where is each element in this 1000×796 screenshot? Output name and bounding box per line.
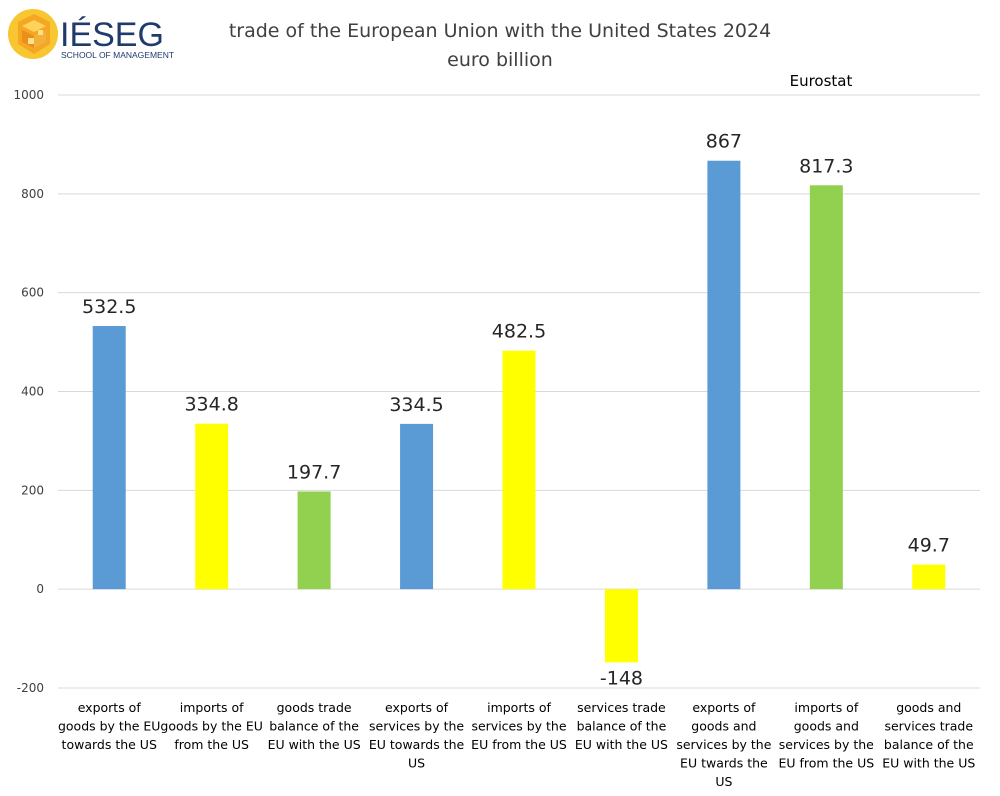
x-category-label: services trade balance of the EU with the … bbox=[575, 700, 668, 752]
source-label: Eurostat bbox=[790, 72, 853, 90]
bar bbox=[400, 423, 434, 590]
x-category-line: imports of bbox=[794, 700, 858, 715]
x-category-line: goods by the EU bbox=[160, 719, 263, 734]
x-category-line: EU from the US bbox=[471, 737, 567, 752]
x-category-line: services by the bbox=[471, 719, 566, 734]
x-category-line: services by the bbox=[676, 737, 771, 752]
bar bbox=[809, 185, 843, 590]
x-category-line: goods and bbox=[896, 700, 961, 715]
chart-subtitle: euro billion bbox=[447, 49, 553, 71]
x-category-line: services by the bbox=[369, 719, 464, 734]
x-category-line: EU from the US bbox=[779, 756, 875, 771]
x-category-line: imports of bbox=[487, 700, 551, 715]
bar bbox=[92, 326, 126, 590]
bar bbox=[297, 491, 331, 590]
x-category-line: balance of the bbox=[269, 719, 359, 734]
y-tick-label: 1000 bbox=[13, 88, 44, 102]
x-category-line: imports of bbox=[180, 700, 244, 715]
x-category-label: exports of services by the EU towards the U… bbox=[369, 700, 465, 771]
x-category-line: balance of the bbox=[884, 737, 974, 752]
x-category-line: services by the bbox=[779, 737, 874, 752]
x-category-line: goods by the EU bbox=[58, 719, 161, 734]
y-tick-label: 400 bbox=[21, 385, 44, 399]
x-category-label: exports of goods and services by the EU twa… bbox=[676, 700, 771, 789]
data-label: 817.3 bbox=[799, 155, 853, 177]
x-category-line: US bbox=[408, 756, 425, 771]
x-category-label: imports of goods by the EU from the US bbox=[160, 700, 263, 752]
x-category-line: goods and bbox=[794, 719, 859, 734]
bar bbox=[502, 350, 536, 590]
data-labels: 532.5 334.8 197.7 334.5 482.5 -148 867 817.3 49.… bbox=[82, 131, 950, 690]
x-category-line: EU towards the bbox=[369, 737, 465, 752]
logo-tagline: SCHOOL OF MANAGEMENT bbox=[61, 50, 174, 60]
ieseg-logo: IÉSEG SCHOOL OF MANAGEMENT bbox=[8, 9, 174, 60]
data-label: 334.8 bbox=[184, 394, 238, 416]
logo-emblem-icon bbox=[8, 9, 58, 59]
x-category-line: balance of the bbox=[577, 719, 667, 734]
x-category-label: imports of services by the EU from the US bbox=[471, 700, 567, 752]
bar bbox=[912, 564, 946, 590]
y-tick-label: 0 bbox=[36, 582, 44, 596]
y-tick-label: -200 bbox=[17, 681, 44, 695]
x-category-line: exports of bbox=[78, 700, 142, 715]
bars bbox=[92, 160, 946, 663]
x-category-label: imports of goods and services by the EU fro… bbox=[779, 700, 875, 771]
bar bbox=[604, 589, 638, 663]
data-label: 197.7 bbox=[287, 461, 341, 483]
x-category-line: towards the US bbox=[62, 737, 157, 752]
x-category-label: goods and services trade balance of the EU … bbox=[882, 700, 975, 771]
y-tick-label: 800 bbox=[21, 187, 44, 201]
x-category-label: exports of goods by the EU towards the US bbox=[58, 700, 161, 752]
x-category-line: from the US bbox=[174, 737, 249, 752]
y-tick-label: 200 bbox=[21, 483, 44, 497]
x-category-line: US bbox=[715, 774, 732, 789]
x-category-line: EU with the US bbox=[268, 737, 361, 752]
data-label: 482.5 bbox=[492, 321, 546, 343]
x-category-line: services trade bbox=[577, 700, 666, 715]
data-label: 334.5 bbox=[389, 394, 443, 416]
bar bbox=[195, 423, 229, 590]
x-category-line: exports of bbox=[385, 700, 449, 715]
x-category-line: goods trade bbox=[277, 700, 352, 715]
x-category-line: EU twards the bbox=[680, 756, 768, 771]
data-label: 49.7 bbox=[908, 535, 950, 557]
x-category-line: services trade bbox=[884, 719, 973, 734]
y-axis: -200 0 200 400 600 800 1000 bbox=[13, 88, 44, 695]
bar bbox=[707, 160, 741, 590]
x-category-line: EU with the US bbox=[575, 737, 668, 752]
logo-name: IÉSEG bbox=[60, 16, 164, 54]
y-tick-label: 600 bbox=[21, 286, 44, 300]
x-category-line: EU with the US bbox=[882, 756, 975, 771]
x-category-line: goods and bbox=[691, 719, 756, 734]
data-label: -148 bbox=[600, 667, 643, 689]
chart-title: trade of the European Union with the Uni… bbox=[229, 20, 771, 42]
data-label: 532.5 bbox=[82, 296, 136, 318]
x-category-label: goods trade balance of the EU with the US bbox=[268, 700, 361, 752]
data-label: 867 bbox=[706, 131, 742, 153]
x-category-line: exports of bbox=[692, 700, 756, 715]
